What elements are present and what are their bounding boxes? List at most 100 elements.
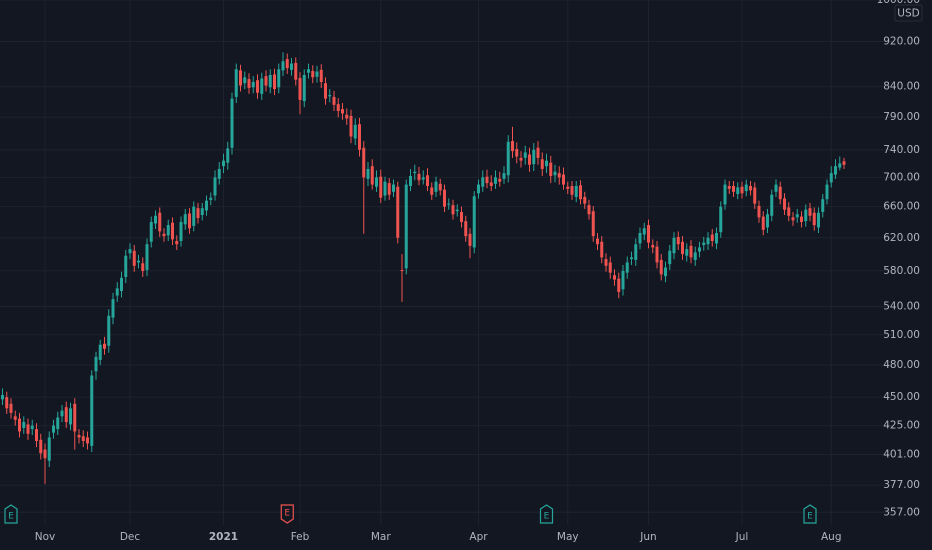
candles: [1, 52, 846, 484]
candle-body: [655, 246, 659, 263]
candle-body: [56, 417, 60, 430]
candle-body: [200, 208, 204, 216]
candle-body: [111, 299, 115, 318]
candle-body: [778, 186, 782, 200]
candle-body: [430, 187, 434, 195]
y-tick-label: 840.00: [883, 81, 920, 93]
candle-body: [664, 267, 667, 277]
candle-body: [358, 124, 361, 150]
candle-body: [409, 175, 412, 186]
earnings-label: E: [544, 512, 550, 522]
y-tick-label: 790.00: [883, 111, 920, 123]
x-tick-label: Aug: [821, 531, 842, 543]
y-tick-label: 377.00: [883, 479, 920, 491]
candle-body: [137, 260, 140, 263]
candle-body: [387, 183, 391, 195]
candle-body: [447, 203, 451, 205]
y-tick-label: 425.00: [883, 420, 920, 432]
candle-body: [302, 75, 306, 102]
candle-body: [723, 184, 727, 205]
candle-body: [179, 221, 183, 241]
candle-body: [366, 168, 370, 179]
candle-body: [685, 249, 689, 256]
candle-body: [642, 228, 646, 235]
candle-body: [647, 225, 650, 243]
candle-body: [583, 196, 587, 204]
candle-body: [625, 262, 629, 273]
candle-body: [64, 407, 68, 423]
candle-body: [795, 214, 799, 218]
candle-body: [132, 250, 136, 266]
candle-body: [732, 185, 735, 192]
y-tick-label: 401.00: [883, 448, 920, 460]
candle-body: [421, 177, 425, 180]
candle-body: [247, 79, 251, 88]
candle-body: [171, 222, 174, 240]
candle-body: [621, 270, 625, 290]
candle-body: [400, 270, 404, 272]
candle-body: [260, 78, 264, 94]
candle-body: [438, 183, 442, 191]
candle-body: [383, 181, 387, 196]
candle-body: [727, 185, 731, 189]
candle-body: [13, 416, 17, 420]
candle-body: [77, 435, 81, 438]
candle-body: [604, 259, 608, 266]
y-tick-label: 740.00: [883, 144, 920, 156]
candle-body: [574, 185, 578, 197]
candle-body: [842, 161, 846, 165]
candle-body: [43, 449, 47, 459]
candle-body: [579, 185, 582, 200]
candle-body: [659, 259, 663, 275]
candle-body: [596, 238, 599, 245]
candle-body: [375, 177, 378, 187]
candle-body: [5, 397, 9, 409]
earnings-marker: [4, 504, 18, 524]
candle-body: [256, 80, 259, 93]
candle-body: [744, 184, 748, 192]
candle-body: [489, 182, 493, 186]
candle-body: [783, 198, 786, 210]
candle-body: [124, 255, 128, 277]
candle-body: [808, 208, 812, 216]
candle-body: [345, 114, 349, 119]
candle-body: [69, 408, 72, 425]
candle-body: [757, 205, 761, 218]
earnings-label: E: [8, 512, 14, 522]
candle-body: [379, 176, 383, 198]
y-tick-label: 480.00: [883, 359, 920, 371]
currency-box: [894, 4, 923, 22]
candle-body: [638, 232, 642, 244]
candle-body: [791, 217, 795, 221]
candle-body: [166, 225, 170, 236]
candle-body: [103, 343, 106, 349]
candle-body: [749, 185, 752, 191]
candle-body: [94, 356, 98, 372]
candle-body: [557, 173, 561, 178]
candle-body: [1, 394, 4, 400]
candle-body: [451, 205, 455, 215]
candle-body: [277, 69, 281, 88]
candle-body: [570, 185, 574, 195]
candle-body: [26, 424, 30, 434]
candle-body: [668, 250, 672, 265]
y-tick-label: 357.00: [883, 506, 920, 518]
candle-body: [73, 403, 77, 432]
candle-body: [362, 147, 366, 178]
candle-body: [506, 141, 510, 176]
candle-body: [217, 168, 221, 179]
candle-body: [158, 212, 162, 232]
candle-body: [264, 76, 268, 86]
candle-body: [651, 245, 655, 248]
candle-body: [268, 75, 272, 88]
candle-body: [698, 247, 701, 252]
x-tick-label: Dec: [120, 531, 141, 543]
candle-body: [710, 234, 714, 241]
candle-body: [285, 59, 289, 69]
x-tick-label: May: [557, 531, 579, 543]
candle-body: [706, 237, 710, 245]
candle-body: [209, 197, 213, 200]
y-tick-label: 660.00: [883, 201, 920, 213]
candle-body: [307, 69, 310, 73]
